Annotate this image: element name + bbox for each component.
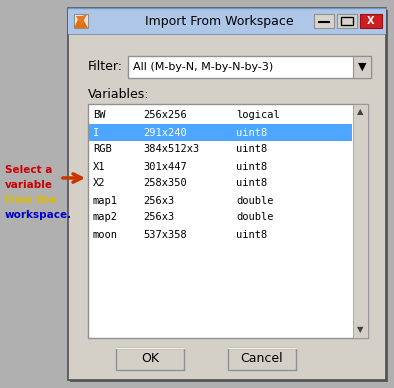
Text: X: X [367, 16, 375, 26]
Text: 256x3: 256x3 [143, 196, 174, 206]
Text: moon: moon [93, 229, 118, 239]
Text: BW: BW [93, 111, 106, 121]
FancyBboxPatch shape [88, 104, 368, 338]
Text: map2: map2 [93, 213, 118, 222]
Text: Import From Workspace: Import From Workspace [145, 14, 293, 28]
FancyBboxPatch shape [353, 104, 368, 338]
FancyBboxPatch shape [68, 8, 386, 380]
Text: 291x240: 291x240 [143, 128, 187, 137]
Text: X1: X1 [93, 161, 106, 171]
FancyBboxPatch shape [89, 124, 352, 141]
FancyBboxPatch shape [314, 14, 334, 28]
FancyBboxPatch shape [353, 56, 371, 78]
FancyBboxPatch shape [74, 14, 88, 28]
FancyBboxPatch shape [337, 14, 357, 28]
Text: logical: logical [236, 111, 280, 121]
Text: X2: X2 [93, 178, 106, 189]
Text: 537x358: 537x358 [143, 229, 187, 239]
Text: double: double [236, 196, 273, 206]
Text: 384x512x3: 384x512x3 [143, 144, 199, 154]
Text: 301x447: 301x447 [143, 161, 187, 171]
Text: 258x350: 258x350 [143, 178, 187, 189]
Text: uint8: uint8 [236, 144, 267, 154]
Text: 256x256: 256x256 [143, 111, 187, 121]
FancyBboxPatch shape [228, 348, 296, 370]
Text: double: double [236, 213, 273, 222]
Text: Filter:: Filter: [88, 61, 123, 73]
FancyBboxPatch shape [68, 8, 386, 34]
Text: uint8: uint8 [236, 161, 267, 171]
FancyBboxPatch shape [70, 10, 388, 382]
Text: from the: from the [5, 195, 56, 205]
Polygon shape [76, 16, 86, 26]
FancyBboxPatch shape [128, 56, 371, 78]
Text: 256x3: 256x3 [143, 213, 174, 222]
Text: Cancel: Cancel [241, 353, 283, 365]
Text: map1: map1 [93, 196, 118, 206]
Text: ▼: ▼ [357, 326, 364, 334]
Text: variable: variable [5, 180, 53, 190]
Text: RGB: RGB [93, 144, 112, 154]
Text: workspace.: workspace. [5, 210, 72, 220]
Text: ▼: ▼ [358, 62, 366, 72]
Text: uint8: uint8 [236, 178, 267, 189]
Polygon shape [74, 14, 88, 28]
Text: uint8: uint8 [236, 229, 267, 239]
Text: OK: OK [141, 353, 159, 365]
Text: uint8: uint8 [236, 128, 267, 137]
Text: Select a: Select a [5, 165, 52, 175]
Text: I: I [93, 128, 99, 137]
FancyBboxPatch shape [360, 14, 382, 28]
Text: ▲: ▲ [357, 107, 364, 116]
Text: Variables:: Variables: [88, 88, 149, 100]
Text: All (M-by-N, M-by-N-by-3): All (M-by-N, M-by-N-by-3) [133, 62, 273, 72]
FancyBboxPatch shape [116, 348, 184, 370]
